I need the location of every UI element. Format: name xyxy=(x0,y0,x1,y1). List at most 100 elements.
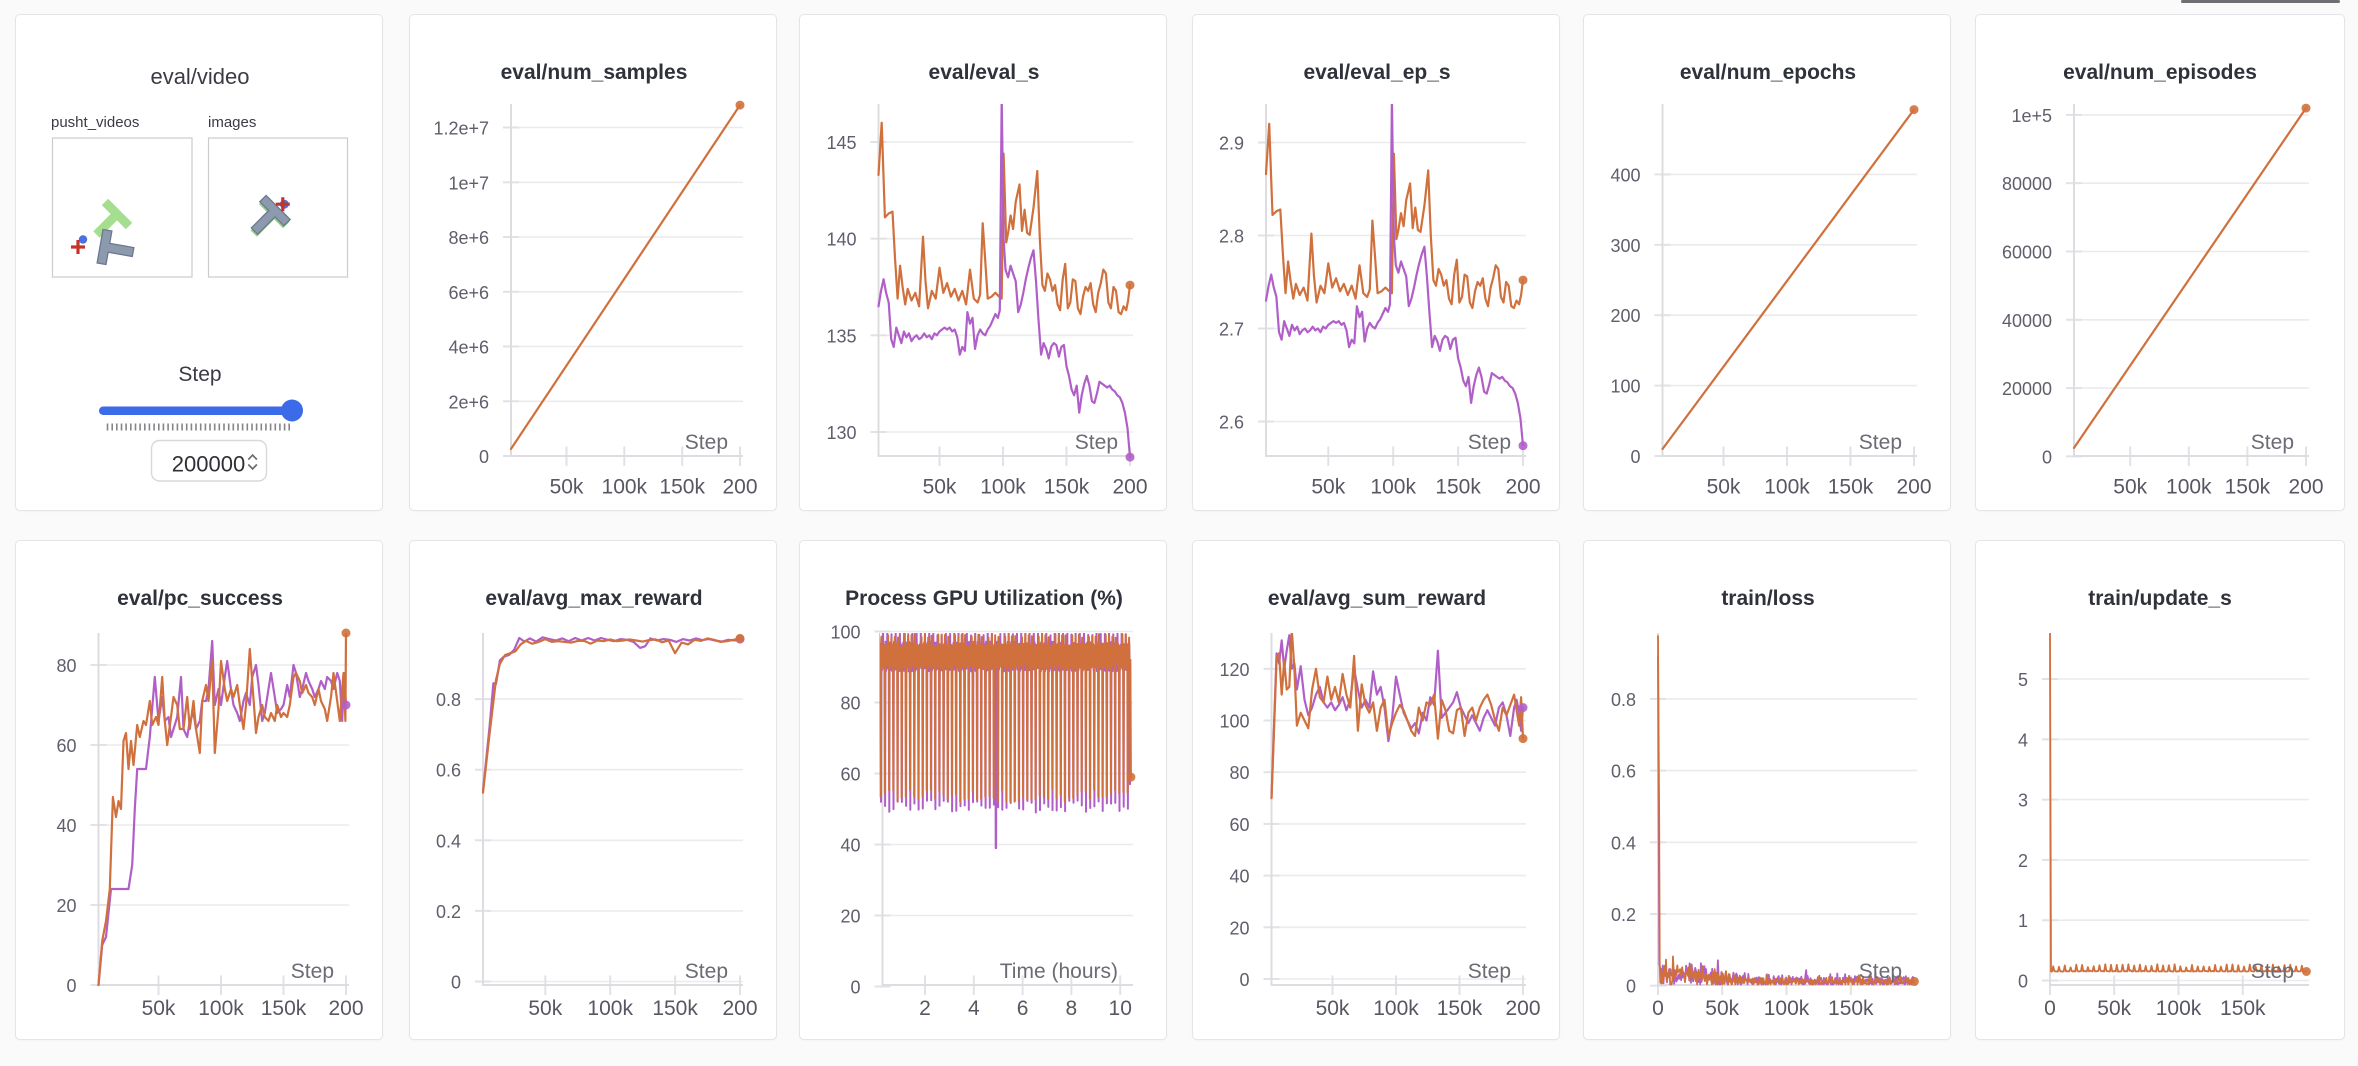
svg-text:140: 140 xyxy=(826,230,856,250)
svg-text:100: 100 xyxy=(1610,377,1640,397)
svg-text:0.4: 0.4 xyxy=(436,831,461,851)
svg-text:eval/pc_success: eval/pc_success xyxy=(117,587,283,610)
svg-text:150k: 150k xyxy=(1828,997,1874,1020)
svg-text:eval/num_episodes: eval/num_episodes xyxy=(2063,61,2257,84)
svg-text:200: 200 xyxy=(328,997,363,1020)
svg-text:eval/eval_ep_s: eval/eval_ep_s xyxy=(1303,61,1450,84)
svg-text:150k: 150k xyxy=(2225,476,2271,499)
svg-text:0: 0 xyxy=(2042,447,2052,467)
svg-text:40: 40 xyxy=(56,816,76,836)
svg-text:200: 200 xyxy=(722,476,757,499)
svg-text:200: 200 xyxy=(1505,997,1540,1020)
svg-text:0: 0 xyxy=(479,447,489,467)
svg-text:eval/video: eval/video xyxy=(150,64,249,89)
svg-text:1e+5: 1e+5 xyxy=(2011,106,2052,126)
svg-text:0: 0 xyxy=(451,973,461,993)
svg-text:Process GPU Utilization (%): Process GPU Utilization (%) xyxy=(845,587,1123,610)
svg-text:2.8: 2.8 xyxy=(1219,227,1244,247)
svg-text:0.8: 0.8 xyxy=(436,690,461,710)
svg-text:2e+6: 2e+6 xyxy=(448,392,489,412)
svg-text:train/update_s: train/update_s xyxy=(2088,587,2232,610)
svg-text:150k: 150k xyxy=(659,476,705,499)
svg-text:50k: 50k xyxy=(1705,997,1739,1020)
svg-text:0.4: 0.4 xyxy=(1611,833,1636,853)
svg-text:50k: 50k xyxy=(528,997,562,1020)
svg-text:200: 200 xyxy=(1610,306,1640,326)
svg-text:100k: 100k xyxy=(1373,997,1419,1020)
svg-text:50k: 50k xyxy=(1311,476,1345,499)
svg-text:20: 20 xyxy=(1229,918,1249,938)
svg-text:Step: Step xyxy=(178,363,221,386)
svg-text:0.6: 0.6 xyxy=(436,761,461,781)
svg-text:100k: 100k xyxy=(1370,476,1416,499)
svg-text:0: 0 xyxy=(1239,970,1249,990)
svg-text:1.2e+7: 1.2e+7 xyxy=(433,119,489,139)
svg-text:0: 0 xyxy=(1626,977,1636,997)
svg-text:150k: 150k xyxy=(261,997,307,1020)
svg-text:20: 20 xyxy=(56,896,76,916)
svg-text:Step: Step xyxy=(685,431,728,454)
svg-text:Step: Step xyxy=(1468,431,1511,454)
svg-text:40000: 40000 xyxy=(2002,311,2052,331)
svg-text:130: 130 xyxy=(826,423,856,443)
svg-text:60000: 60000 xyxy=(2002,243,2052,263)
svg-text:135: 135 xyxy=(826,326,856,346)
svg-text:80: 80 xyxy=(56,656,76,676)
svg-text:300: 300 xyxy=(1610,236,1640,256)
svg-text:0: 0 xyxy=(2044,997,2056,1020)
svg-text:150k: 150k xyxy=(1437,997,1483,1020)
svg-text:2: 2 xyxy=(2018,851,2028,871)
svg-text:120: 120 xyxy=(1219,660,1249,680)
svg-text:60: 60 xyxy=(56,736,76,756)
svg-text:50k: 50k xyxy=(142,997,176,1020)
svg-text:0.8: 0.8 xyxy=(1611,690,1636,710)
svg-text:0: 0 xyxy=(1652,997,1664,1020)
svg-text:2.6: 2.6 xyxy=(1219,413,1244,433)
svg-text:0: 0 xyxy=(66,976,76,996)
svg-text:0.2: 0.2 xyxy=(436,902,461,922)
svg-text:8: 8 xyxy=(1066,997,1078,1020)
svg-text:50k: 50k xyxy=(2097,997,2131,1020)
svg-text:0: 0 xyxy=(1630,447,1640,467)
svg-text:train/loss: train/loss xyxy=(1721,587,1814,610)
svg-text:0.6: 0.6 xyxy=(1611,762,1636,782)
svg-text:Step: Step xyxy=(2251,960,2294,983)
svg-text:eval/num_samples: eval/num_samples xyxy=(501,61,688,84)
svg-text:images: images xyxy=(208,114,256,131)
svg-text:150k: 150k xyxy=(1435,476,1481,499)
svg-text:eval/num_epochs: eval/num_epochs xyxy=(1680,61,1856,84)
svg-text:pusht_videos: pusht_videos xyxy=(51,114,139,131)
svg-text:Step: Step xyxy=(2251,431,2294,454)
svg-text:100k: 100k xyxy=(198,997,244,1020)
svg-text:100k: 100k xyxy=(2156,997,2202,1020)
svg-text:40: 40 xyxy=(1229,867,1249,887)
svg-text:200: 200 xyxy=(1112,476,1147,499)
svg-text:400: 400 xyxy=(1610,165,1640,185)
svg-text:80: 80 xyxy=(840,694,860,714)
svg-text:Step: Step xyxy=(1075,431,1118,454)
svg-text:6: 6 xyxy=(1017,997,1029,1020)
svg-text:2.7: 2.7 xyxy=(1219,320,1244,340)
svg-text:60: 60 xyxy=(840,765,860,785)
svg-text:50k: 50k xyxy=(1316,997,1350,1020)
svg-text:100k: 100k xyxy=(1764,476,1810,499)
svg-text:100k: 100k xyxy=(1764,997,1810,1020)
svg-text:5: 5 xyxy=(2018,670,2028,690)
svg-text:6e+6: 6e+6 xyxy=(448,283,489,303)
svg-text:eval/avg_max_reward: eval/avg_max_reward xyxy=(485,587,702,610)
svg-text:60: 60 xyxy=(1229,815,1249,835)
svg-text:200: 200 xyxy=(1896,476,1931,499)
svg-text:200: 200 xyxy=(2288,476,2323,499)
svg-text:80000: 80000 xyxy=(2002,174,2052,194)
svg-text:150k: 150k xyxy=(1828,476,1874,499)
svg-text:4e+6: 4e+6 xyxy=(448,338,489,358)
svg-text:1: 1 xyxy=(2018,911,2028,931)
svg-text:10: 10 xyxy=(1109,997,1132,1020)
svg-text:Time (hours): Time (hours) xyxy=(1000,960,1118,983)
svg-text:0.2: 0.2 xyxy=(1611,905,1636,925)
svg-text:50k: 50k xyxy=(550,476,584,499)
svg-text:200000: 200000 xyxy=(172,452,245,477)
svg-text:50k: 50k xyxy=(1707,476,1741,499)
svg-text:50k: 50k xyxy=(2113,476,2147,499)
svg-text:100: 100 xyxy=(1219,712,1249,732)
